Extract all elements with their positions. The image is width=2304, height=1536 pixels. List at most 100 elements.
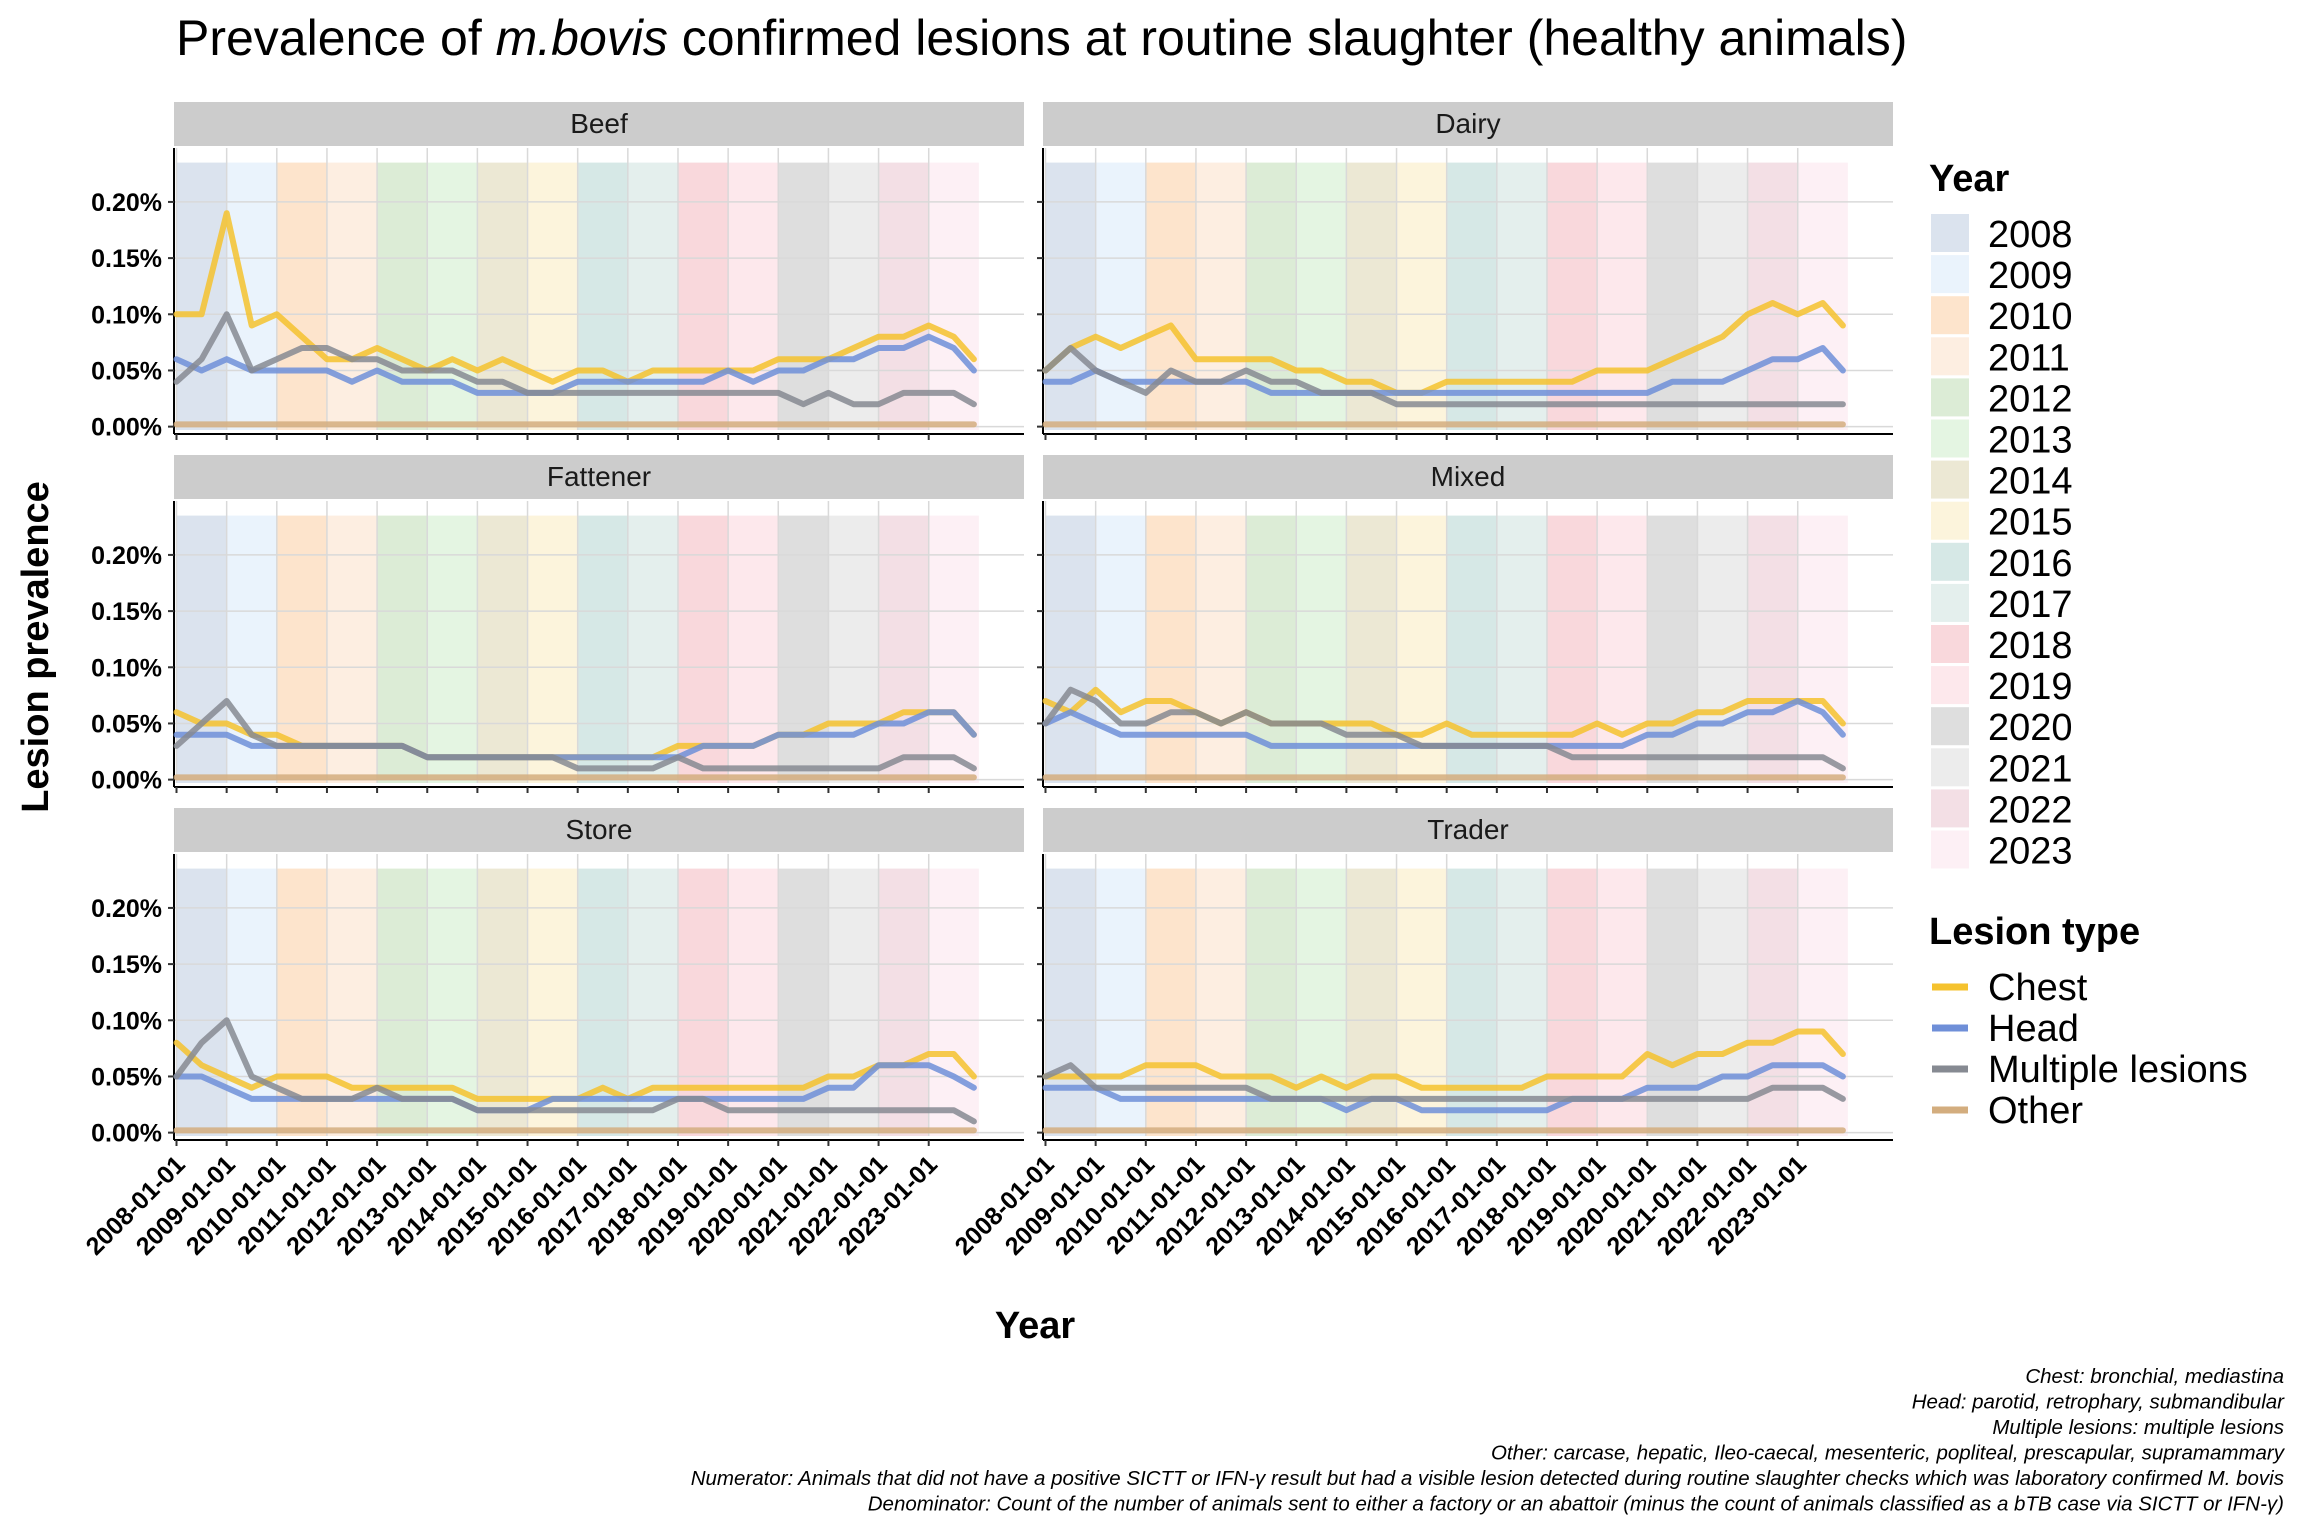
panel-trader: Trader xyxy=(1037,808,1893,1146)
y-tick-label: 0.00% xyxy=(91,767,162,795)
year-band-2019 xyxy=(728,868,779,1136)
series-line-multiple-lesions xyxy=(1042,686,1846,772)
series-line-chest xyxy=(173,210,977,385)
year-band-2011 xyxy=(1195,162,1247,430)
year-band-2016 xyxy=(577,162,628,430)
footnote-line: Chest: bronchial, mediastina xyxy=(2025,1365,2284,1388)
year-band-2022 xyxy=(1747,515,1798,783)
y-tick-label: 0.05% xyxy=(91,357,162,385)
legend-label-head: Head xyxy=(1988,1008,2079,1050)
chart-title: Prevalence of m.bovis confirmed lesions … xyxy=(176,10,1907,66)
year-band-2020 xyxy=(1647,162,1698,430)
panel-dairy: Dairy xyxy=(1037,102,1893,440)
legend-label-2021: 2021 xyxy=(1988,748,2073,790)
legend-swatch-2019 xyxy=(1931,666,1969,705)
year-band-2020 xyxy=(778,162,829,430)
x-axis-label: Year xyxy=(995,1305,1076,1347)
panel-mixed: Mixed xyxy=(1037,455,1893,793)
panel-store: Store 0.00% 0.05% 0.10% 0.15% 0.20% xyxy=(91,808,1024,1148)
year-band-2018 xyxy=(1546,162,1598,430)
facet-strip-label: Fattener xyxy=(547,461,651,492)
year-band-2015 xyxy=(527,515,578,783)
y-tick-label: 0.00% xyxy=(91,1120,162,1148)
y-tick-label: 0.15% xyxy=(91,598,162,626)
year-band-2013 xyxy=(427,868,478,1136)
footnotes: Chest: bronchial, mediastina Head: paroti… xyxy=(691,1365,2286,1516)
legend-swatch-2015 xyxy=(1931,501,1969,540)
year-band-2011 xyxy=(1195,868,1247,1136)
legend-label-2016: 2016 xyxy=(1988,543,2073,585)
year-band-2017 xyxy=(1496,162,1547,430)
year-band-2018 xyxy=(677,868,729,1136)
year-band-2011 xyxy=(1195,515,1247,783)
legend-swatch-2010 xyxy=(1931,296,1969,335)
year-band-2012 xyxy=(377,515,428,783)
legend-label-2015: 2015 xyxy=(1988,502,2073,544)
year-band-2023 xyxy=(1797,868,1848,1136)
legend-label-2014: 2014 xyxy=(1988,461,2073,503)
legend-swatch-2017 xyxy=(1931,583,1969,622)
legend-lesion-title: Lesion type xyxy=(1929,911,2140,953)
legend-label-2023: 2023 xyxy=(1988,831,2073,873)
year-band-2013 xyxy=(1296,515,1347,783)
legend-label-chest: Chest xyxy=(1988,967,2088,1009)
year-band-2018 xyxy=(677,162,729,430)
y-tick-label: 0.15% xyxy=(91,951,162,979)
series-line-multiple-lesions xyxy=(1042,345,1846,408)
legend-label-multiple-lesions: Multiple lesions xyxy=(1988,1049,2248,1091)
footnote-line: Head: parotid, retrophary, submandibular xyxy=(1912,1391,2285,1414)
year-band-2022 xyxy=(878,868,929,1136)
footnote-line: Other: carcase, hepatic, Ileo-caecal, me… xyxy=(1491,1442,2286,1465)
year-band-2014 xyxy=(1346,515,1397,783)
legend-swatch-2008 xyxy=(1931,214,1969,252)
facet-strip-label: Store xyxy=(566,814,633,845)
year-band-2019 xyxy=(728,162,779,430)
series-line-chest xyxy=(1042,1028,1846,1091)
series-line-chest xyxy=(1042,686,1846,738)
year-band-2016 xyxy=(577,868,628,1136)
y-tick-label: 0.00% xyxy=(91,414,162,442)
year-band-2021 xyxy=(828,162,879,430)
facet-strip-label: Beef xyxy=(570,108,628,139)
year-band-2015 xyxy=(1396,868,1447,1136)
year-band-2014 xyxy=(477,162,528,430)
year-band-2017 xyxy=(1496,515,1547,783)
y-tick-label: 0.05% xyxy=(91,1063,162,1091)
legend-swatch-2013 xyxy=(1931,419,1969,458)
year-band-2022 xyxy=(878,515,929,783)
year-band-2018 xyxy=(1546,868,1598,1136)
footnote-line: Multiple lesions: multiple lesions xyxy=(1992,1416,2284,1439)
year-band-2009 xyxy=(1095,515,1146,783)
panel-beef: Beef 0.00% 0.05% 0.10% 0.15% 0.20% xyxy=(91,102,1024,442)
legend-label-2010: 2010 xyxy=(1988,296,2073,338)
footnote-line: Denominator: Count of the number of anim… xyxy=(868,1493,2284,1516)
facet-strip-label: Dairy xyxy=(1435,108,1500,139)
legend-label-2018: 2018 xyxy=(1988,625,2073,667)
year-band-2010 xyxy=(1145,868,1196,1136)
year-band-2021 xyxy=(828,868,879,1136)
year-band-2023 xyxy=(928,162,979,430)
legend-swatch-2014 xyxy=(1931,460,1969,499)
year-band-2021 xyxy=(1697,868,1748,1136)
year-band-2016 xyxy=(1446,868,1497,1136)
series-line-head xyxy=(173,333,977,396)
year-band-2022 xyxy=(1747,162,1798,430)
legend-swatch-2016 xyxy=(1931,542,1969,581)
series-line-multiple-lesions xyxy=(1042,1062,1846,1102)
year-band-2018 xyxy=(1546,515,1598,783)
year-band-2013 xyxy=(427,515,478,783)
series-line-multiple-lesions xyxy=(173,698,977,772)
facet-strip-label: Mixed xyxy=(1431,461,1506,492)
year-band-2011 xyxy=(326,515,378,783)
legend-label-2011: 2011 xyxy=(1988,337,2070,379)
y-axis-label: Lesion prevalence xyxy=(15,481,57,813)
year-band-2021 xyxy=(1697,162,1748,430)
year-band-2021 xyxy=(1697,515,1748,783)
legend-label-other: Other xyxy=(1988,1090,2083,1132)
facet-strip xyxy=(1043,455,1893,499)
year-band-2008 xyxy=(1045,868,1096,1136)
series-line-multiple-lesions xyxy=(173,1017,977,1125)
year-band-2014 xyxy=(1346,868,1397,1136)
year-band-2017 xyxy=(627,515,678,783)
